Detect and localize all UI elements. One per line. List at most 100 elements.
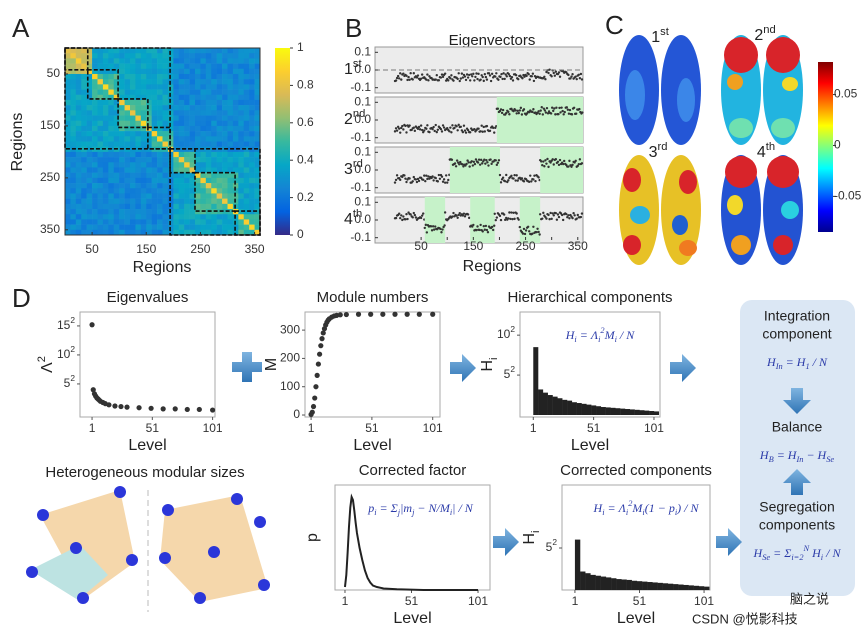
heatmap-cell — [108, 94, 115, 101]
heatmap-cell — [124, 224, 131, 231]
heatmap-cell — [119, 183, 125, 189]
data-point — [416, 311, 422, 317]
heatmap-cell — [75, 120, 82, 127]
heatmap-cell — [135, 110, 142, 116]
heatmap-cell — [86, 203, 93, 210]
row-label: 2nd — [344, 108, 365, 128]
eigenvector-dot — [567, 165, 570, 168]
heatmap-cell — [86, 115, 93, 122]
heatmap-cell — [238, 146, 245, 153]
heatmap-cell — [124, 63, 131, 70]
heatmap-cell — [178, 188, 185, 194]
heatmap-cell — [65, 167, 71, 173]
heatmap-cell — [86, 214, 93, 220]
module-highlight — [496, 97, 583, 143]
eigenvector-dot — [537, 176, 540, 179]
heatmap-cell — [86, 63, 93, 70]
y-axis-label: Λ2 — [36, 356, 56, 373]
heatmap-cell — [75, 167, 82, 173]
formula-part: i — [574, 335, 577, 344]
heatmap-cell — [97, 136, 104, 142]
heatmap-cell — [140, 214, 147, 220]
heatmap-cell — [135, 63, 142, 70]
heatmap-cell — [75, 209, 82, 215]
heatmap-cell — [92, 73, 98, 80]
heatmap-cell — [205, 68, 212, 75]
heatmap-cell — [119, 53, 125, 59]
heatmap-cell — [227, 136, 234, 142]
eigenvector-dot — [495, 72, 498, 75]
eigenvector-dot — [409, 213, 412, 216]
eigenvector-dot — [527, 73, 530, 76]
heatmap-cell — [200, 224, 207, 231]
heatmap-cell — [178, 183, 185, 189]
eigenvector-dot — [461, 76, 465, 79]
bar — [605, 577, 612, 590]
heatmap-cell — [65, 99, 71, 106]
heatmap-cell — [222, 157, 228, 163]
heatmap-cell — [254, 84, 261, 90]
heatmap-cell — [92, 48, 98, 54]
heatmap-cell — [130, 183, 136, 189]
formula-part: B — [769, 455, 774, 464]
eigenvector-dot — [578, 77, 582, 80]
chart-title: Corrected factor — [359, 462, 467, 479]
heatmap-cell — [189, 125, 196, 132]
heatmap-cell — [146, 48, 152, 54]
heatmap-cell — [113, 110, 120, 116]
heatmap-cell — [119, 214, 125, 220]
eigenvector-dot — [525, 74, 528, 78]
module-box — [64, 47, 171, 150]
heatmap-cell — [178, 146, 185, 153]
heatmap-cell — [140, 84, 147, 90]
module-box — [194, 171, 236, 212]
heatmap-cell — [140, 224, 147, 231]
bar — [629, 409, 635, 416]
y-tick-label: 0 — [293, 407, 300, 421]
heatmap-cell — [200, 136, 207, 142]
x-tick-label: 150 — [136, 242, 156, 256]
heatmap-cell — [243, 94, 250, 101]
heatmap-cell — [97, 183, 104, 189]
eigenvector-dot — [476, 161, 480, 164]
heatmap-cell — [108, 209, 115, 215]
heatmap-cell — [216, 198, 223, 205]
heatmap-cell — [254, 209, 261, 215]
heatmap-cell — [167, 131, 174, 137]
heatmap-cell — [167, 198, 174, 205]
eigenvector-dot — [485, 159, 488, 162]
eigenvector-dot — [481, 75, 484, 79]
eigenvector-dot — [505, 111, 508, 115]
heatmap-cell — [151, 157, 158, 163]
eigenvector-dot — [507, 217, 510, 220]
heatmap-cell — [243, 136, 250, 142]
heatmap-cell — [205, 151, 212, 158]
heatmap-cell — [178, 229, 185, 236]
arrow — [783, 469, 811, 495]
heatmap-cell — [75, 162, 82, 168]
eigenvector-dot — [433, 129, 436, 133]
formula-part: In — [775, 362, 783, 371]
bar — [605, 407, 611, 416]
eigenvector-dot — [419, 216, 423, 220]
eigenvector-dot — [459, 160, 462, 164]
heatmap-cell — [173, 105, 180, 111]
heatmap-cell — [254, 157, 261, 163]
eigenvector-dot — [414, 178, 418, 181]
heatmap-cell — [124, 209, 131, 215]
row-label: 1st — [344, 58, 363, 78]
y-tick-label: 300 — [280, 322, 300, 336]
heatmap-cell — [184, 73, 190, 80]
eigenvector-dot — [478, 163, 482, 166]
heatmap-cell — [173, 79, 180, 85]
y-tick-label: -0.1 — [350, 80, 371, 94]
eigenvector-dot — [412, 175, 415, 179]
heatmap-cell — [65, 131, 71, 137]
heatmap-cell — [162, 167, 169, 173]
eigenvector-dot — [567, 112, 571, 115]
heatmap-cell — [173, 172, 180, 179]
x-tick-label: 51 — [405, 594, 419, 608]
heatmap-cell — [254, 224, 261, 231]
colorbar-tick-label: 0.6 — [297, 115, 314, 129]
heatmap-cell — [81, 183, 87, 189]
